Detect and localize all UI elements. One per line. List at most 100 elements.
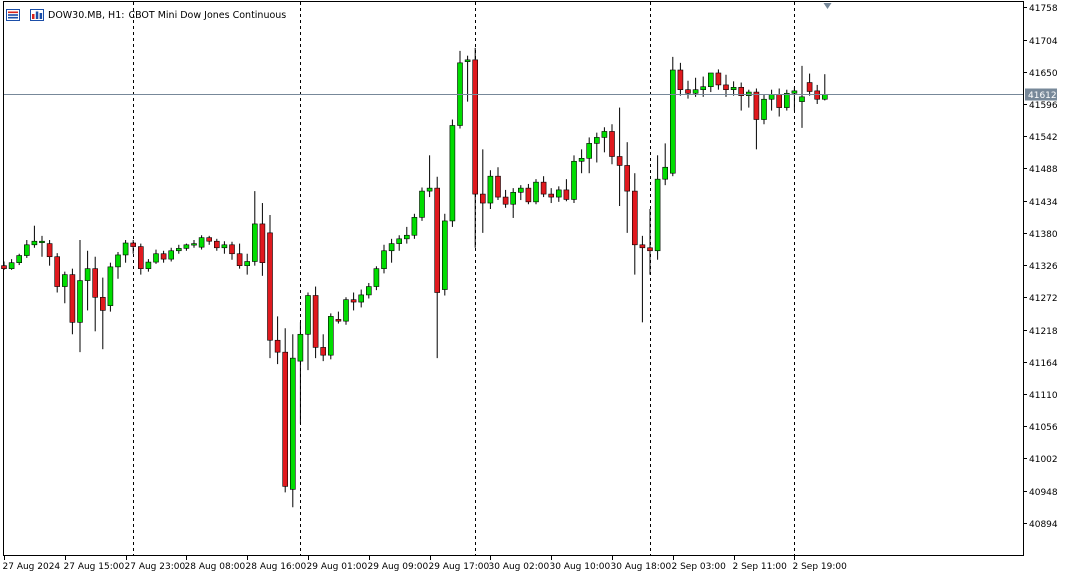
bear-candle <box>312 286 319 359</box>
bull-candle <box>343 297 349 325</box>
bull-candle <box>457 50 463 129</box>
price-axis[interactable]: 41758 41704 41650 41596 41542 41488 41434 41380… <box>1023 4 1058 530</box>
chart-header: DOW30.MB, H1: CBOT Mini Dow Jones Contin… <box>6 7 286 23</box>
bull-candle <box>221 241 228 254</box>
bull-candle <box>586 137 593 174</box>
bull-candle <box>403 226 410 244</box>
candle-body <box>669 69 676 174</box>
bear-candle <box>540 176 547 198</box>
bull-candle <box>745 89 752 108</box>
bull-candle <box>115 251 121 279</box>
candle-body <box>814 90 821 100</box>
bull-candle <box>730 81 737 96</box>
candle-body <box>715 72 722 86</box>
bear-candle <box>616 107 623 207</box>
candle-body <box>107 266 114 306</box>
candle-body <box>100 296 106 311</box>
candle-body <box>601 131 608 138</box>
bull-candle <box>510 188 517 218</box>
candle-body <box>578 157 585 162</box>
bear-candle <box>206 235 212 245</box>
candle-body <box>776 94 783 108</box>
bull-candle <box>426 155 433 198</box>
bear-candle <box>685 80 691 99</box>
candle-body <box>761 98 767 120</box>
bear-candle <box>563 179 570 202</box>
candle-body <box>495 175 501 198</box>
bull-candle <box>487 170 494 210</box>
candle-body <box>449 125 456 222</box>
time-tick-label: 29 Aug 17:00 <box>429 562 490 572</box>
bear-candle <box>274 316 281 365</box>
time-tick-label: 28 Aug 16:00 <box>246 562 307 572</box>
time-tick-label: 30 Aug 02:00 <box>489 562 550 572</box>
candle-body <box>396 238 403 244</box>
price-tick-label: 41002 <box>1029 455 1058 465</box>
chart-shift-marker-icon[interactable] <box>823 3 832 9</box>
bull-candle <box>601 127 608 153</box>
bull-candle <box>327 313 334 360</box>
price-tick-label: 41650 <box>1029 69 1058 79</box>
bear-candle <box>806 73 813 96</box>
bull-candle <box>533 179 539 205</box>
candle-body <box>388 243 395 252</box>
candle-body <box>586 143 593 159</box>
time-tick-label: 2 Sep 11:00 <box>733 562 788 572</box>
candle-body <box>191 243 197 246</box>
bull-candle <box>176 244 182 254</box>
bull-candle <box>555 186 562 202</box>
candle-body <box>548 193 555 198</box>
bear-candle <box>69 268 76 335</box>
price-tick-label: 41326 <box>1029 262 1058 272</box>
bear-candle <box>647 209 653 275</box>
candle-body <box>479 193 486 204</box>
bull-candle <box>707 72 714 93</box>
candle-body <box>115 254 121 268</box>
time-tick-label: 29 Aug 01:00 <box>307 562 368 572</box>
candle-body <box>244 261 250 266</box>
price-tick-label: 41272 <box>1029 294 1058 304</box>
chart-window-icon[interactable] <box>30 9 44 21</box>
candle-body <box>783 92 790 108</box>
candle-body <box>700 86 707 90</box>
candle-body <box>312 295 319 348</box>
candle-body <box>274 339 281 353</box>
bull-candle <box>373 266 380 291</box>
candle-body <box>130 242 136 247</box>
candle-body <box>799 96 805 102</box>
candle-body <box>122 242 129 256</box>
bull-candle <box>692 77 699 97</box>
bull-candle <box>183 243 190 251</box>
bull-candle <box>153 249 159 264</box>
candle-body <box>692 89 699 94</box>
time-axis[interactable]: 27 Aug 2024 27 Aug 15:00 27 Aug 23:00 28 Au… <box>3 555 848 572</box>
price-tick-label: 41542 <box>1029 133 1058 143</box>
candle-body <box>533 181 539 203</box>
current-price-line: 41612 <box>4 88 1057 101</box>
candle-body <box>821 94 828 100</box>
candle-body <box>571 160 577 200</box>
bull-candle <box>768 89 775 111</box>
candle-body <box>61 274 68 287</box>
bull-candle <box>799 65 805 128</box>
bear-candle <box>46 240 53 266</box>
bear-candle <box>92 256 98 332</box>
time-tick-label: 27 Aug 23:00 <box>125 562 186 572</box>
bull-candle <box>517 185 524 201</box>
candle-body <box>609 131 615 157</box>
bear-candle <box>495 167 501 201</box>
bear-candle <box>776 88 783 117</box>
bull-candle <box>107 262 114 312</box>
bull-candle <box>244 253 250 275</box>
price-tick-label: 41488 <box>1029 165 1058 175</box>
candle-body <box>153 253 159 263</box>
bull-candle <box>419 187 425 221</box>
candle-body <box>540 181 547 195</box>
candle-body <box>768 94 775 100</box>
candle-body <box>510 191 517 205</box>
chart-list-icon[interactable] <box>6 9 20 21</box>
bear-candle <box>267 214 273 359</box>
candle-body <box>631 190 638 246</box>
bull-candle <box>84 250 91 311</box>
bear-candle <box>130 240 136 254</box>
